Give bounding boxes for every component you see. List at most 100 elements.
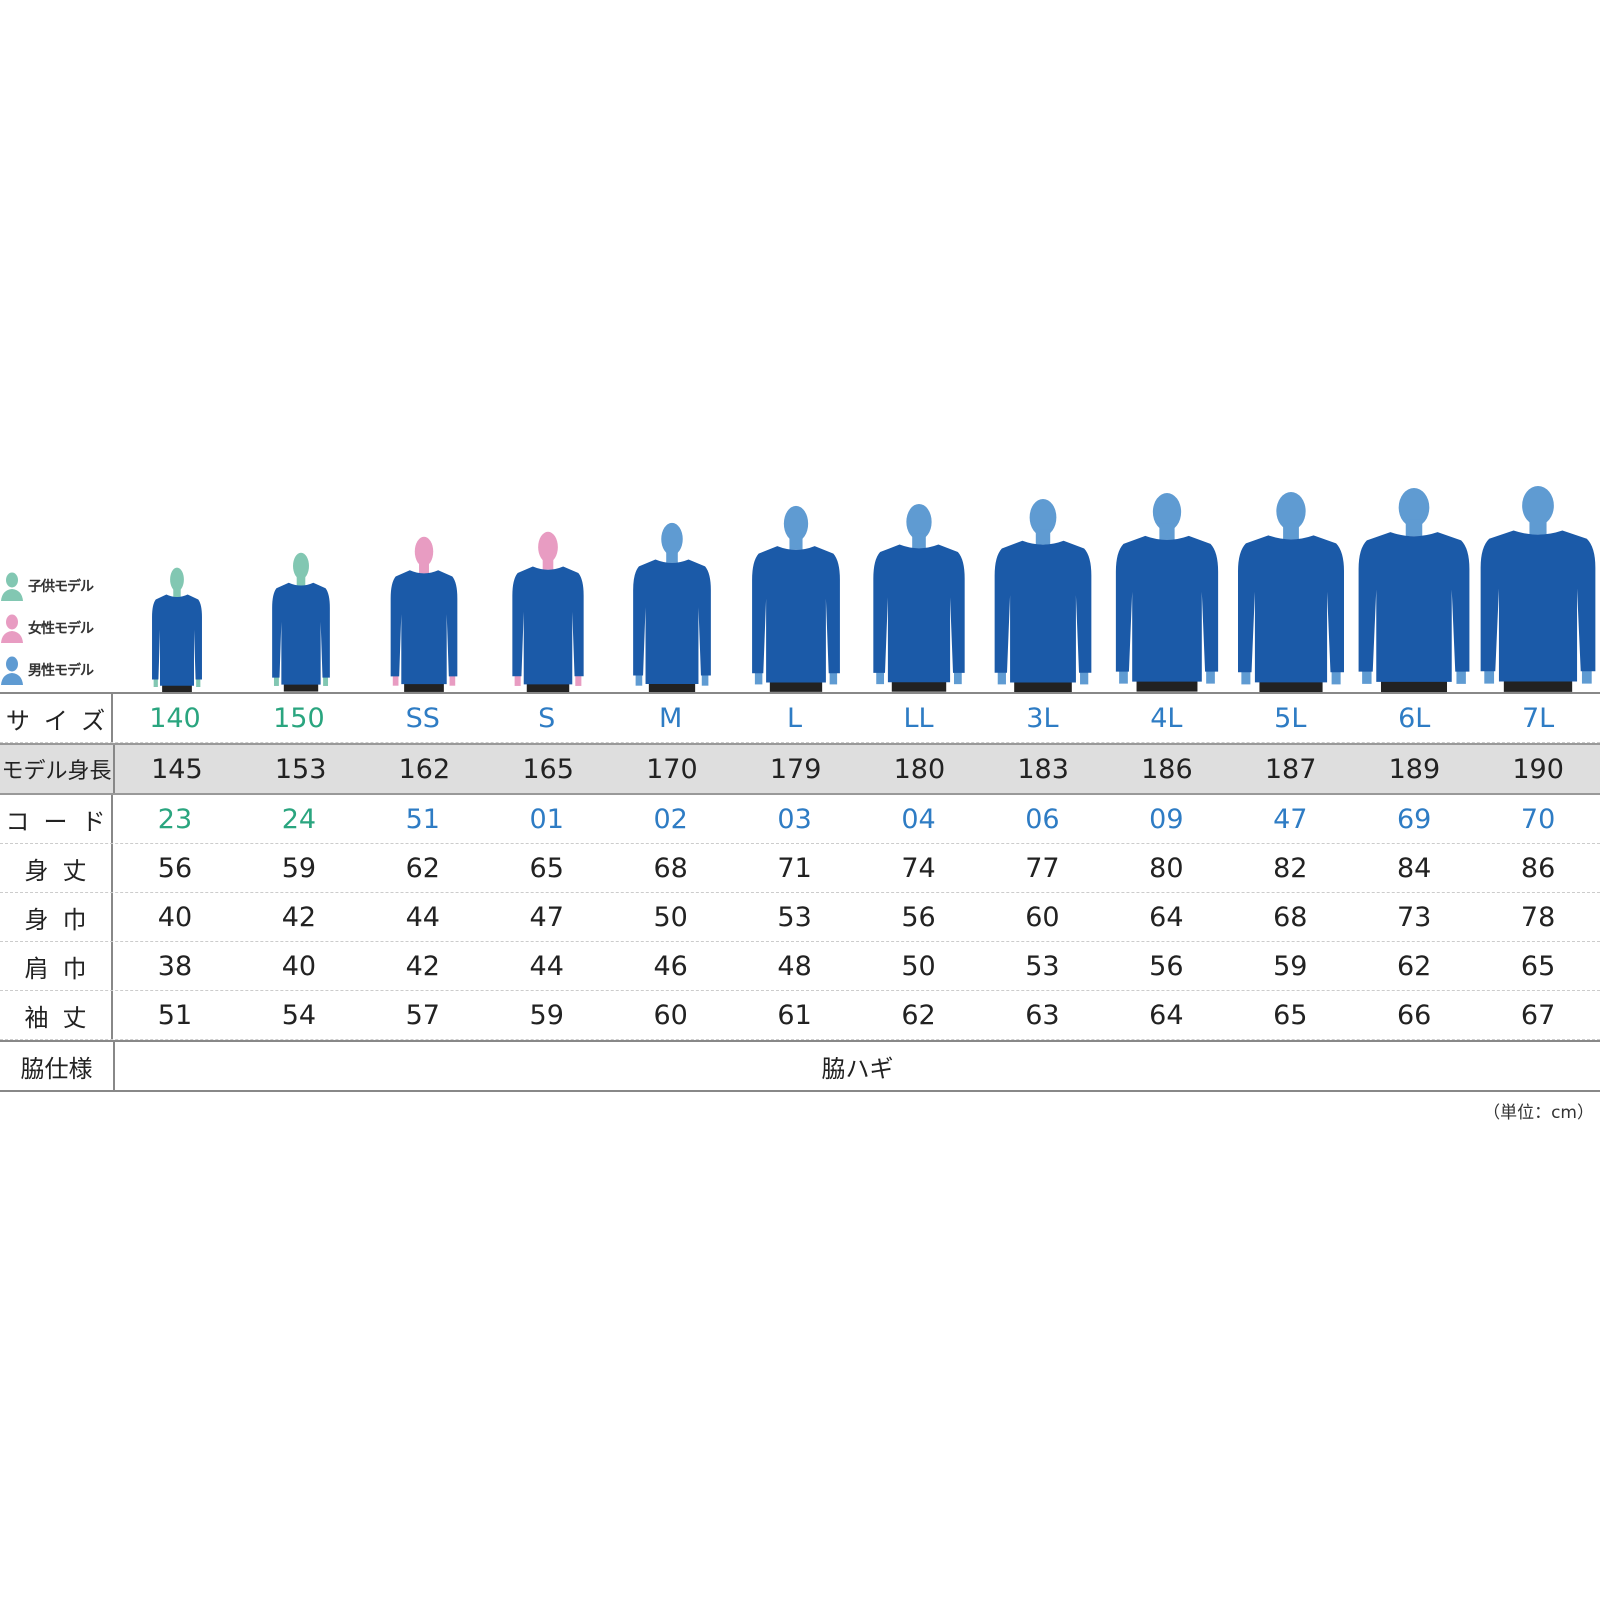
size-cell: 5L (1274, 702, 1307, 734)
measure-cell: 46 (653, 950, 688, 982)
model-height-row: モデル身長 145 153 162 165 170 179 180 183 186 187 189 1… (0, 743, 1600, 795)
measure-cell: 56 (157, 852, 193, 884)
measure-cell: 48 (777, 950, 812, 982)
model-figure (734, 460, 858, 692)
measure-cell: 62 (901, 999, 936, 1031)
model-silhouette (1115, 493, 1219, 692)
model-figures (115, 460, 1600, 692)
model-height-cell: 145 (151, 753, 203, 785)
code-cell: 70 (1520, 803, 1556, 835)
measure-cell: 54 (281, 999, 317, 1031)
size-cell: SS (405, 702, 440, 734)
measure-cell: 53 (777, 901, 812, 933)
code-cell: 06 (1025, 803, 1060, 835)
model-silhouette (751, 506, 840, 692)
measure-cell: 59 (281, 852, 317, 884)
model-height-cell: 180 (893, 753, 946, 785)
model-figure (981, 460, 1105, 692)
side-spec-row: 脇仕様 脇ハギ (0, 1040, 1600, 1092)
measure-cell: 53 (1025, 950, 1060, 982)
measure-cell: 42 (405, 950, 440, 982)
legend-label: 男性モデル (28, 663, 94, 679)
legend-label: 女性モデル (28, 621, 94, 637)
code-cell: 01 (529, 803, 564, 835)
measure-cell: 44 (405, 901, 440, 933)
measure-cell: 44 (529, 950, 564, 982)
measure-cell: 51 (157, 999, 193, 1031)
model-figure (858, 460, 982, 692)
measure-label: 身巾 (0, 893, 113, 941)
model-height-cell: 189 (1388, 753, 1441, 785)
measure-label: 肩巾 (0, 942, 113, 990)
measure-cell: 65 (1520, 950, 1556, 982)
measure-cell: 80 (1149, 852, 1184, 884)
measure-cell: 40 (157, 901, 193, 933)
size-cell: 6L (1398, 702, 1431, 734)
measure-cell: 68 (1273, 901, 1308, 933)
measure-cell: 60 (653, 999, 688, 1031)
model-figure (363, 460, 487, 692)
model-silhouette (1358, 487, 1470, 692)
measure-row: 肩巾 38 40 42 44 46 48 50 53 56 59 62 65 (0, 942, 1600, 991)
measure-cell: 77 (1025, 852, 1060, 884)
code-cell: 04 (901, 803, 936, 835)
model-figure (486, 460, 610, 692)
measure-cell: 62 (1397, 950, 1432, 982)
model-figure (1353, 460, 1477, 692)
model-figure (610, 460, 734, 692)
measure-cell: 56 (901, 901, 936, 933)
code-label: コード (0, 795, 113, 843)
legend-item-male: 男性モデル (0, 649, 94, 691)
measure-cell: 59 (529, 999, 564, 1031)
model-silhouette (512, 531, 584, 692)
measure-cell: 66 (1397, 999, 1432, 1031)
model-legend: 子供モデル女性モデル男性モデル (0, 565, 94, 691)
model-figure (115, 460, 239, 692)
code-cell: 09 (1149, 803, 1184, 835)
model-silhouette (391, 536, 458, 692)
model-figure (1476, 460, 1600, 692)
measure-cell: 60 (1025, 901, 1060, 933)
legend-item-female: 女性モデル (0, 607, 94, 649)
model-height-cell: 183 (1017, 753, 1069, 785)
measure-cell: 78 (1520, 901, 1556, 933)
measure-cell: 62 (405, 852, 440, 884)
person-icon (1, 656, 23, 685)
code-cell: 23 (157, 803, 193, 835)
code-cell: 02 (653, 803, 688, 835)
model-silhouette (633, 522, 711, 692)
measure-cell: 50 (901, 950, 936, 982)
size-cell: 140 (149, 702, 201, 734)
measure-cell: 64 (1149, 901, 1184, 933)
model-height-cell: 162 (398, 753, 451, 785)
model-height-cell: 170 (646, 753, 698, 785)
measure-cell: 67 (1520, 999, 1556, 1031)
model-silhouette (1480, 486, 1596, 692)
code-row: コード 23 24 51 01 02 03 04 06 09 47 69 70 (0, 795, 1600, 844)
model-silhouette (873, 504, 966, 692)
measure-cell: 65 (529, 852, 564, 884)
measure-cell: 73 (1397, 901, 1432, 933)
size-row: サイズ 140 150 SS S M L LL 3L 4L 5L 6L 7L (0, 694, 1600, 743)
size-table: サイズ 140 150 SS S M L LL 3L 4L 5L 6L 7L モデル身長 145 153… (0, 692, 1600, 1092)
model-figure (239, 460, 363, 692)
model-figure (1229, 460, 1353, 692)
measure-cell: 63 (1025, 999, 1060, 1031)
measure-cell: 74 (901, 852, 936, 884)
model-height-cell: 153 (274, 753, 327, 785)
measure-cell: 47 (529, 901, 564, 933)
legend-label: 子供モデル (28, 579, 94, 595)
size-label: サイズ (0, 694, 113, 742)
model-height-cell: 190 (1512, 753, 1564, 785)
measure-cell: 68 (653, 852, 688, 884)
legend-item-child: 子供モデル (0, 565, 94, 607)
size-cell: LL (903, 702, 934, 734)
measure-cell: 61 (777, 999, 812, 1031)
code-cell: 03 (777, 803, 812, 835)
model-height-cell: 186 (1141, 753, 1193, 785)
measure-cell: 57 (405, 999, 440, 1031)
measure-cell: 59 (1273, 950, 1308, 982)
code-cell: 47 (1273, 803, 1308, 835)
measure-cell: 56 (1149, 950, 1184, 982)
measure-cell: 40 (281, 950, 317, 982)
